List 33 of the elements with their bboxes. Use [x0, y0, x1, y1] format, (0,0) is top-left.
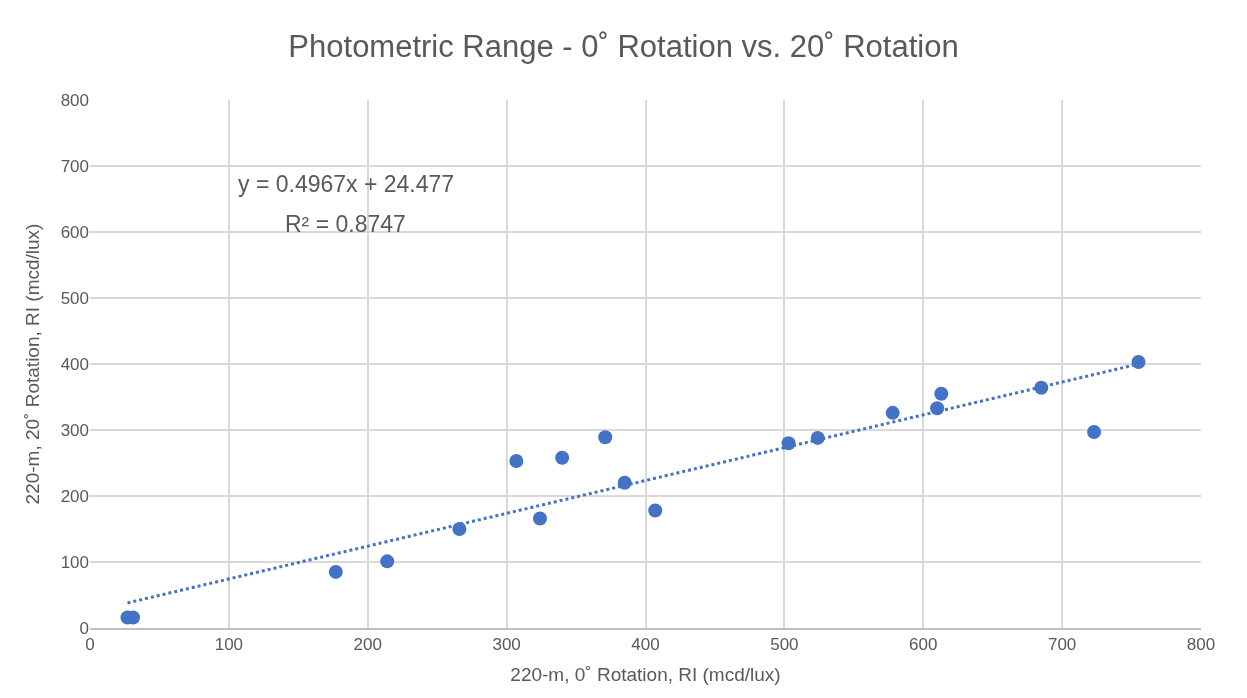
- y-tick-label: 100: [60, 552, 89, 572]
- y-tick-label: 0: [79, 618, 89, 638]
- point: [328, 564, 343, 579]
- x-axis-title: 220-m, 0˚ Rotation, RI (mcd/lux): [510, 664, 781, 686]
- x-tick-label: 500: [770, 635, 799, 655]
- point: [509, 454, 524, 469]
- point: [1087, 424, 1102, 439]
- x-tick-label: 300: [492, 635, 521, 655]
- x-tick-label: 800: [1186, 635, 1216, 655]
- x-tick-label: 100: [214, 635, 244, 655]
- y-tick-label: 400: [60, 354, 89, 374]
- x-tick-label: 600: [909, 635, 938, 655]
- y-tick-label: 800: [60, 90, 89, 110]
- point: [532, 511, 547, 526]
- annotation: y = 0.4967x + 24.477: [238, 171, 455, 197]
- y-tick-label: 600: [60, 222, 89, 242]
- y-tick-label: 300: [60, 420, 89, 440]
- y-tick-label: 500: [60, 288, 89, 308]
- point: [380, 554, 395, 569]
- y-tick-label: 200: [60, 486, 89, 506]
- y-tick-label: 700: [60, 156, 89, 176]
- point: [598, 430, 613, 445]
- point: [648, 503, 663, 518]
- x-tick-label: 700: [1047, 635, 1077, 655]
- x-tick-label: 400: [631, 635, 660, 655]
- annotation: R² = 0.8747: [285, 211, 406, 237]
- y-axis-title: 220-m, 20˚ Rotation, RI (mcd/lux): [22, 223, 44, 505]
- point: [934, 386, 949, 401]
- point: [555, 450, 570, 465]
- x-tick-label: 200: [353, 635, 382, 655]
- chart-title: Photometric Range - 0˚ Rotation vs. 20˚ Rotation: [288, 28, 959, 64]
- point: [1131, 355, 1146, 370]
- point: [885, 405, 900, 420]
